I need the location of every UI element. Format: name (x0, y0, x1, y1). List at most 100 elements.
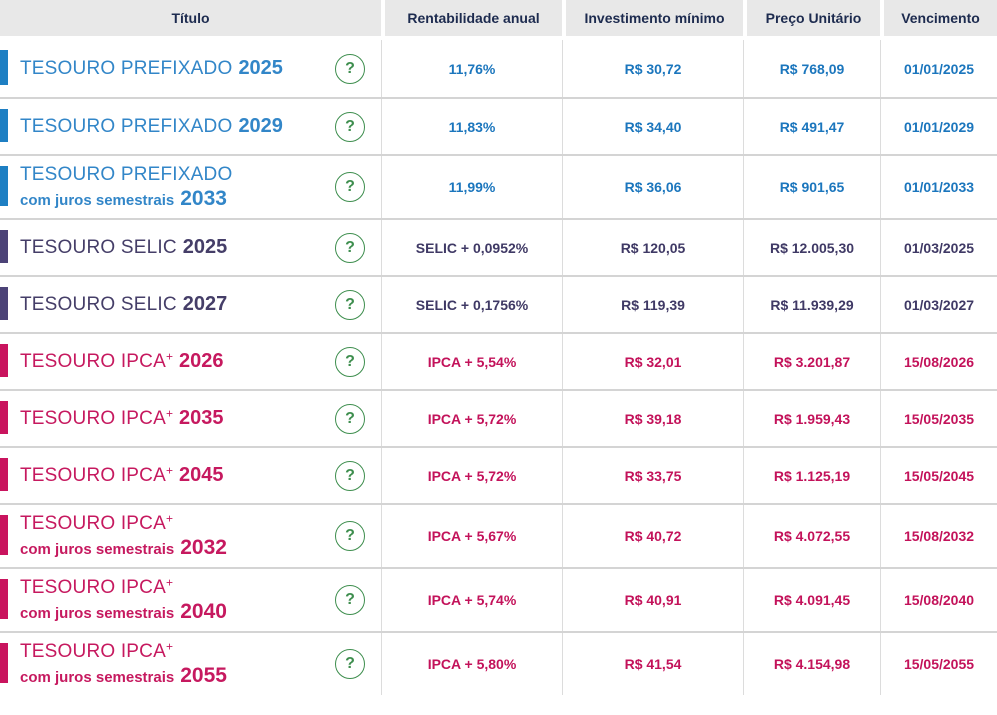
bond-row[interactable]: TESOURO IPCA+ com juros semestrais 2032 ?… (0, 503, 997, 567)
bond-title: TESOURO SELIC 2027 (20, 292, 227, 318)
help-icon[interactable]: ? (335, 403, 365, 434)
question-mark-glyph: ? (345, 655, 355, 672)
bond-maturity-date: 15/05/2035 (880, 391, 997, 446)
bond-row[interactable]: TESOURO IPCA+ com juros semestrais 2040 ?… (0, 567, 997, 631)
bond-annual-rate: IPCA + 5,72% (381, 391, 562, 446)
bond-annual-rate: IPCA + 5,72% (381, 448, 562, 503)
bond-name: TESOURO IPCA (20, 512, 166, 534)
bond-annual-rate: SELIC + 0,0952% (381, 220, 562, 275)
bond-title-cell: TESOURO IPCA+ 2026 ? (0, 334, 381, 389)
bond-row[interactable]: TESOURO PREFIXADO com juros semestrais 20… (0, 154, 997, 218)
bond-subtitle-year: 2032 (180, 535, 227, 559)
bond-annual-rate: 11,99% (381, 156, 562, 218)
question-mark-glyph: ? (345, 59, 355, 77)
help-icon[interactable]: ? (335, 232, 365, 263)
bond-min-investment: R$ 40,91 (562, 569, 743, 631)
bond-min-investment: R$ 34,40 (562, 99, 743, 154)
bond-year: 2027 (182, 292, 228, 315)
bond-unit-price: R$ 1.125,19 (743, 448, 880, 503)
bond-maturity-date: 15/08/2026 (880, 334, 997, 389)
bond-subtitle-year: 2033 (180, 186, 227, 210)
help-icon[interactable]: ? (335, 111, 365, 142)
bond-row[interactable]: TESOURO SELIC 2025 ? SELIC + 0,0952% R$ 1… (0, 218, 997, 275)
bond-maturity-date: 15/08/2040 (880, 569, 997, 631)
question-mark-glyph: ? (345, 295, 355, 313)
help-icon[interactable]: ? (335, 460, 365, 491)
bond-title-cell: TESOURO IPCA+ com juros semestrais 2055 ? (0, 633, 381, 695)
bond-title-cell: TESOURO IPCA+ 2045 ? (0, 448, 381, 503)
bond-min-investment: R$ 33,75 (562, 448, 743, 503)
bond-color-bar (0, 287, 8, 320)
help-icon[interactable]: ? (335, 346, 365, 377)
bond-annual-rate: IPCA + 5,80% (381, 633, 562, 695)
question-mark-glyph: ? (345, 352, 355, 370)
bond-color-bar (0, 579, 8, 619)
bond-color-bar (0, 166, 8, 206)
bond-title: TESOURO PREFIXADO 2025 (20, 56, 283, 82)
bond-annual-rate: SELIC + 0,1756% (381, 277, 562, 332)
bond-maturity-date: 15/05/2045 (880, 448, 997, 503)
bond-subtitle: com juros semestrais (20, 191, 175, 209)
bond-row[interactable]: TESOURO IPCA+ 2035 ? IPCA + 5,72% R$ 39,1… (0, 389, 997, 446)
bond-min-investment: R$ 41,54 (562, 633, 743, 695)
bond-title: TESOURO IPCA+ 2045 (20, 463, 224, 489)
bond-row[interactable]: TESOURO PREFIXADO 2029 ? 11,83% R$ 34,40 … (0, 97, 997, 154)
help-icon[interactable]: ? (335, 172, 365, 202)
bond-year: 2045 (179, 463, 224, 486)
bond-name: TESOURO SELIC (20, 293, 177, 315)
bond-color-bar (0, 401, 8, 434)
bond-title-cell: TESOURO SELIC 2027 ? (0, 277, 381, 332)
bond-name: TESOURO PREFIXADO (20, 115, 233, 137)
bond-title-cell: TESOURO PREFIXADO com juros semestrais 20… (0, 156, 381, 218)
bond-name: TESOURO PREFIXADO (20, 57, 233, 79)
help-icon[interactable]: ? (335, 585, 365, 615)
bond-subtitle: com juros semestrais (20, 604, 175, 622)
bond-name: TESOURO SELIC (20, 236, 177, 258)
bond-name: TESOURO IPCA (20, 464, 166, 486)
bond-unit-price: R$ 11.939,29 (743, 277, 880, 332)
table-body: TESOURO PREFIXADO 2025 ? 11,76% R$ 30,72 … (0, 40, 997, 695)
table-header-row: Título Rentabilidade anual Investimento … (0, 0, 997, 36)
bond-unit-price: R$ 4.072,55 (743, 505, 880, 567)
bond-unit-price: R$ 491,47 (743, 99, 880, 154)
question-mark-glyph: ? (345, 178, 355, 195)
question-mark-glyph: ? (345, 591, 355, 608)
bond-unit-price: R$ 901,65 (743, 156, 880, 218)
bond-subtitle-year: 2055 (180, 663, 227, 687)
help-icon[interactable]: ? (335, 521, 365, 551)
bond-title: TESOURO IPCA+ 2035 (20, 406, 224, 432)
bond-name: TESOURO PREFIXADO (20, 163, 233, 185)
bond-row[interactable]: TESOURO IPCA+ 2045 ? IPCA + 5,72% R$ 33,7… (0, 446, 997, 503)
bond-title-cell: TESOURO PREFIXADO 2025 ? (0, 40, 381, 97)
bond-title: TESOURO IPCA+ com juros semestrais 2040 (20, 576, 227, 625)
bond-name-superscript: + (165, 575, 173, 590)
help-icon[interactable]: ? (335, 53, 365, 84)
bond-min-investment: R$ 39,18 (562, 391, 743, 446)
bond-row[interactable]: TESOURO SELIC 2027 ? SELIC + 0,1756% R$ 1… (0, 275, 997, 332)
column-header-rentabilidade: Rentabilidade anual (381, 0, 562, 36)
help-icon[interactable]: ? (335, 649, 365, 679)
bond-title-cell: TESOURO PREFIXADO 2029 ? (0, 99, 381, 154)
bond-name-superscript: + (165, 349, 173, 364)
bond-row[interactable]: TESOURO IPCA+ com juros semestrais 2055 ?… (0, 631, 997, 695)
bond-title: TESOURO IPCA+ 2026 (20, 349, 224, 375)
bond-maturity-date: 01/01/2029 (880, 99, 997, 154)
bond-unit-price: R$ 1.959,43 (743, 391, 880, 446)
bond-year: 2026 (179, 349, 224, 372)
bond-row[interactable]: TESOURO IPCA+ 2026 ? IPCA + 5,54% R$ 32,0… (0, 332, 997, 389)
bond-annual-rate: IPCA + 5,74% (381, 569, 562, 631)
bond-color-bar (0, 344, 8, 377)
help-icon[interactable]: ? (335, 289, 365, 320)
bond-year: 2035 (179, 406, 224, 429)
bond-name-superscript: + (165, 639, 173, 654)
bond-maturity-date: 15/05/2055 (880, 633, 997, 695)
bond-min-investment: R$ 120,05 (562, 220, 743, 275)
bond-annual-rate: 11,83% (381, 99, 562, 154)
bond-name: TESOURO IPCA (20, 576, 166, 598)
bond-row[interactable]: TESOURO PREFIXADO 2025 ? 11,76% R$ 30,72 … (0, 40, 997, 97)
question-mark-glyph: ? (345, 527, 355, 544)
bond-color-bar (0, 643, 8, 683)
bond-min-investment: R$ 32,01 (562, 334, 743, 389)
bond-color-bar (0, 50, 8, 85)
column-header-investimento-minimo: Investimento mínimo (562, 0, 743, 36)
